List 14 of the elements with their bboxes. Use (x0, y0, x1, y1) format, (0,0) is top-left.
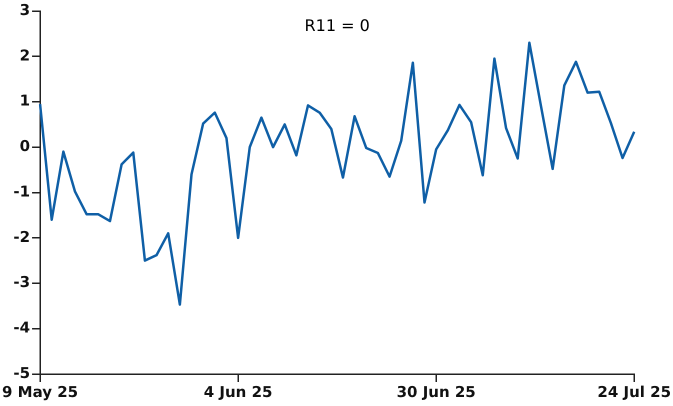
y-tick-label: 3 (20, 0, 30, 19)
y-tick-label: 0 (20, 137, 30, 156)
y-tick-label: -3 (13, 273, 30, 292)
annotation: R11 = 0 (304, 16, 370, 36)
y-tick-label: 1 (20, 92, 30, 110)
y-tick-label: -2 (13, 228, 30, 246)
x-tick-label: 24 Jul 25 (597, 382, 671, 401)
x-tick-label: 9 May 25 (2, 382, 78, 401)
x-tick-label: 4 Jun 25 (204, 382, 272, 401)
y-tick-label: -5 (13, 364, 30, 382)
x-tick-label: 30 Jun 25 (396, 382, 476, 401)
y-tick-label: 2 (20, 46, 30, 64)
y-tick-label: -1 (13, 182, 30, 200)
y-tick-label: -4 (13, 318, 30, 337)
